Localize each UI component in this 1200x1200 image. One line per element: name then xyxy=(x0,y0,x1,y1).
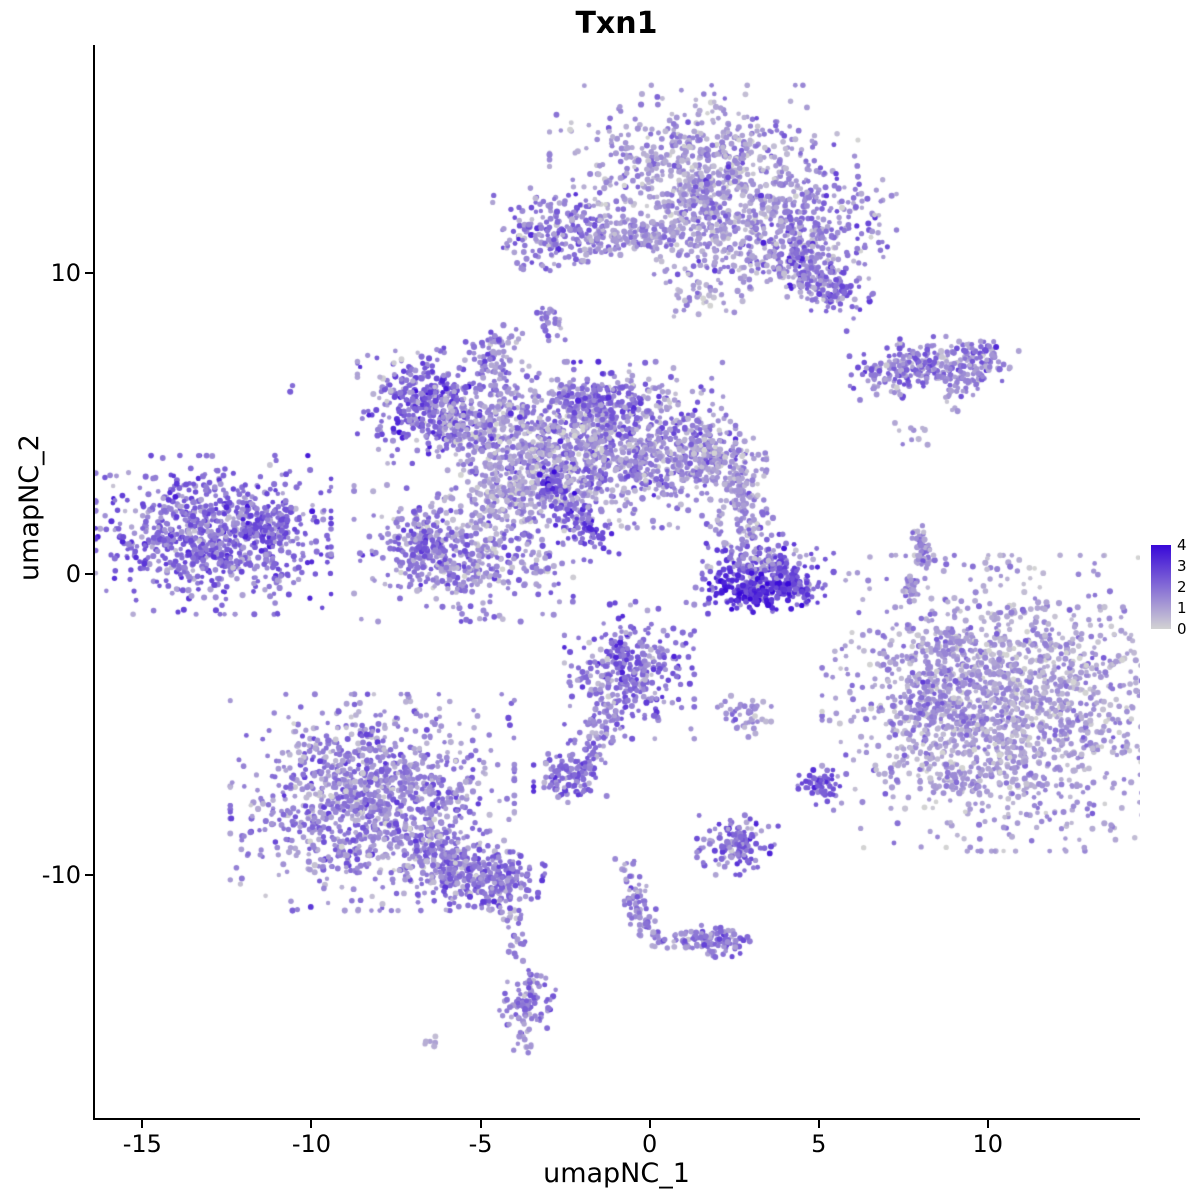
x-tick-label: -5 xyxy=(468,1130,493,1158)
x-tick-label: 10 xyxy=(972,1130,1004,1158)
y-tick-mark xyxy=(85,873,93,876)
legend-tick-label: 2 xyxy=(1177,578,1187,596)
legend-tick-label: 0 xyxy=(1177,620,1187,638)
y-tick-label: -10 xyxy=(41,860,81,889)
legend-tick-label: 1 xyxy=(1177,599,1187,617)
x-tick-mark xyxy=(986,1120,989,1128)
x-tick-label: -15 xyxy=(122,1130,162,1158)
x-tick-mark xyxy=(648,1120,651,1128)
x-tick-label: 0 xyxy=(641,1130,658,1158)
x-tick-label: -10 xyxy=(291,1130,332,1158)
y-tick-label: 0 xyxy=(65,559,81,588)
x-tick-mark xyxy=(310,1120,313,1128)
plot-title: Txn1 xyxy=(575,6,658,41)
y-tick-mark xyxy=(85,572,93,575)
x-tick-mark xyxy=(817,1120,820,1128)
legend-tick-label: 3 xyxy=(1177,557,1187,575)
y-tick-mark xyxy=(85,272,93,275)
x-tick-mark xyxy=(141,1120,144,1128)
legend: 4 3 2 1 0 xyxy=(1151,536,1200,638)
x-tick-mark xyxy=(479,1120,482,1128)
scatter-canvas xyxy=(95,45,1140,1118)
legend-colorbar xyxy=(1151,545,1171,629)
y-tick-label: 10 xyxy=(50,259,81,288)
x-axis-label: umapNC_1 xyxy=(543,1158,690,1189)
legend-tick-label: 4 xyxy=(1177,536,1187,554)
x-tick-label: 5 xyxy=(811,1130,827,1158)
plot-area xyxy=(93,45,1140,1120)
